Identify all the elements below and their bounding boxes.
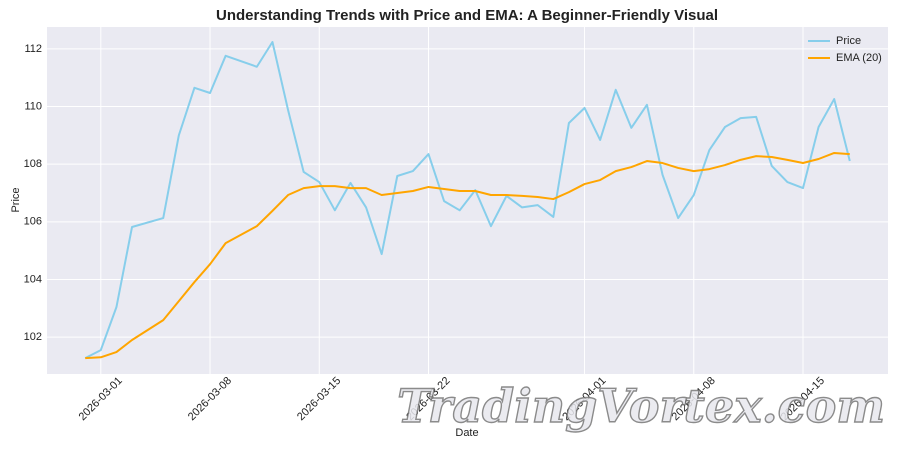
y-tick-label: 112 [24, 43, 42, 55]
lines [84, 40, 851, 360]
x-tick-label: 2026-03-08 [186, 375, 234, 423]
legend-label: Price [836, 35, 861, 47]
chart-title: Understanding Trends with Price and EMA:… [216, 7, 718, 24]
y-tick-label: 108 [24, 158, 42, 170]
series-line [84, 40, 851, 360]
y-tick-label: 106 [24, 216, 42, 228]
x-tick-label: 2026-03-15 [295, 375, 343, 423]
watermark: TradingVortex.com [397, 379, 885, 433]
x-tick-label: 2026-03-01 [77, 375, 125, 423]
series-line [85, 151, 850, 360]
y-tick-label: 110 [24, 100, 42, 112]
y-tick-label: 104 [24, 273, 42, 285]
y-axis-label: Price [10, 187, 22, 212]
y-tick-label: 102 [24, 331, 42, 343]
legend-label: EMA (20) [836, 52, 882, 64]
legend: Price EMA (20) [808, 35, 882, 64]
x-axis-label: Date [455, 427, 478, 439]
